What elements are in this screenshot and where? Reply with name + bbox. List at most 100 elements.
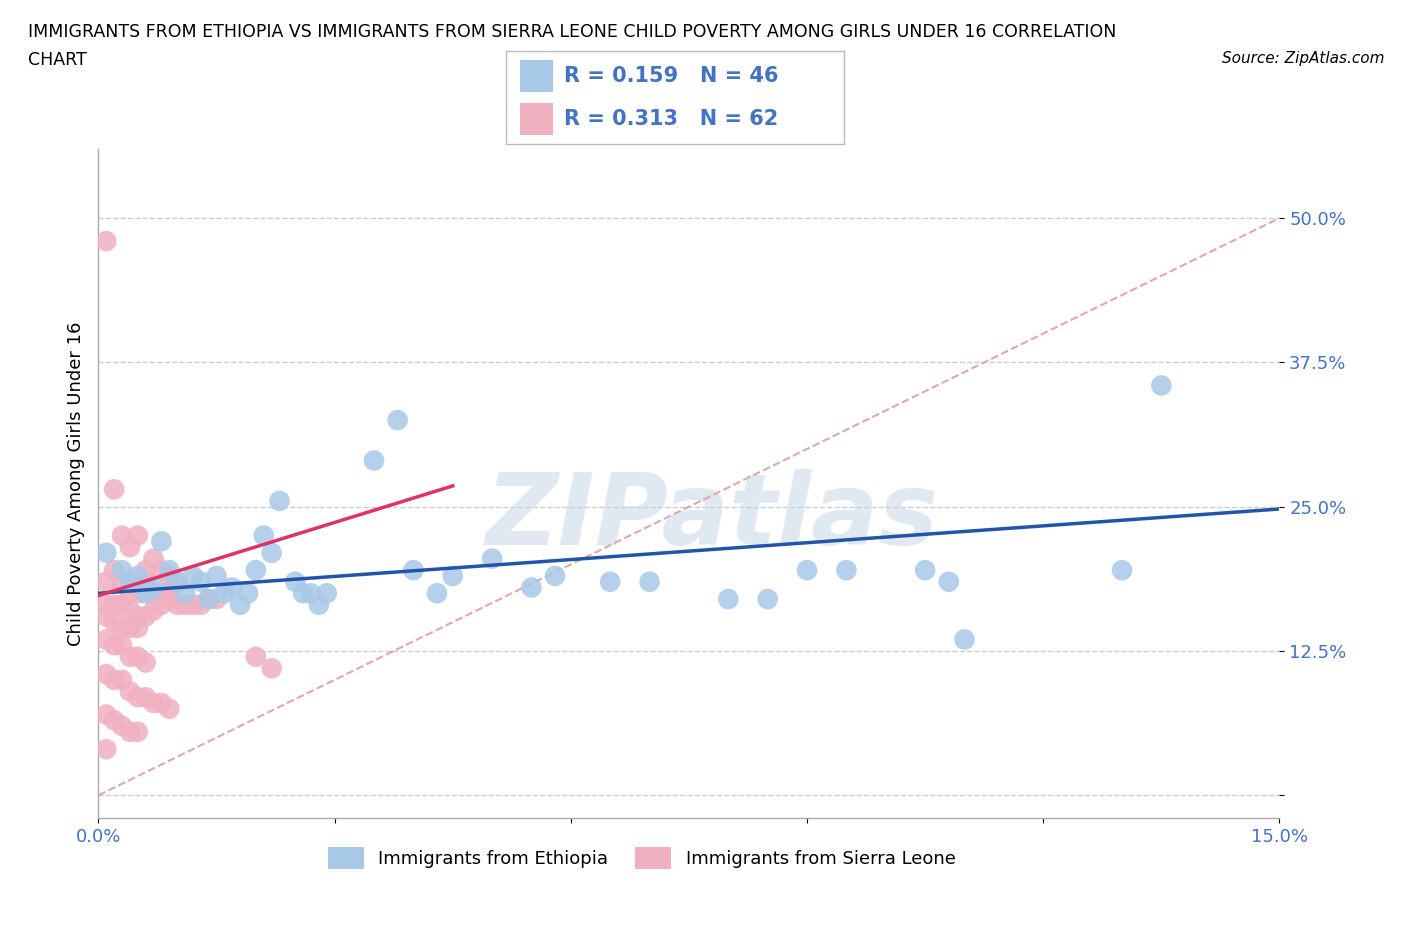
Point (205, 568, 228, 583)
Point (181, 597, 204, 612)
Point (197, 591, 219, 606)
Point (190, 575, 212, 590)
Point (150, 696, 173, 711)
Point (520, 580, 543, 595)
Point (1150, 378, 1173, 392)
Point (253, 528, 276, 543)
Y-axis label: Child Poverty Among Girls Under 16: Child Poverty Among Girls Under 16 (66, 322, 84, 645)
Point (135, 655, 157, 670)
Point (118, 649, 141, 664)
Point (103, 615, 125, 630)
Point (111, 638, 134, 653)
Point (236, 586, 259, 601)
Point (96, 707, 118, 722)
Point (127, 609, 149, 624)
Point (96, 742, 118, 757)
Point (118, 586, 141, 601)
Point (835, 563, 858, 578)
Point (756, 591, 779, 606)
Point (1111, 563, 1133, 578)
Point (96, 233, 118, 248)
Point (142, 696, 165, 711)
Point (387, 413, 409, 428)
Point (157, 701, 180, 716)
Point (190, 597, 212, 612)
Bar (520, 103, 554, 135)
Point (96, 667, 118, 682)
Point (197, 591, 219, 606)
Point (103, 482, 125, 497)
Legend: Immigrants from Ethiopia, Immigrants from Sierra Leone: Immigrants from Ethiopia, Immigrants fro… (321, 840, 963, 876)
Point (135, 563, 157, 578)
Text: CHART: CHART (28, 51, 87, 69)
Point (166, 597, 188, 612)
Point (135, 690, 157, 705)
Point (142, 586, 165, 601)
Point (150, 586, 173, 601)
Point (118, 575, 141, 590)
Point (308, 597, 330, 612)
Point (717, 591, 740, 606)
Point (96, 609, 118, 624)
Point (245, 649, 267, 664)
Point (205, 591, 228, 606)
Point (127, 568, 149, 583)
Point (127, 724, 149, 739)
Point (111, 719, 134, 734)
Point (103, 672, 125, 687)
Point (229, 597, 252, 612)
Point (544, 568, 567, 583)
Point (292, 586, 315, 601)
Point (118, 604, 141, 618)
Point (111, 597, 134, 612)
Point (938, 575, 960, 590)
Point (135, 609, 157, 624)
Point (142, 580, 165, 595)
Point (111, 563, 134, 578)
Point (157, 591, 180, 606)
Point (127, 586, 149, 601)
Point (103, 563, 125, 578)
Point (96, 575, 118, 590)
Point (260, 545, 283, 560)
Point (402, 563, 425, 578)
Point (599, 575, 621, 590)
Point (111, 528, 134, 543)
Point (363, 453, 385, 468)
Point (118, 539, 141, 554)
Point (103, 597, 125, 612)
Point (135, 586, 157, 601)
Point (953, 632, 976, 647)
Point (426, 586, 449, 601)
Point (166, 575, 188, 590)
Point (441, 568, 464, 583)
Point (127, 620, 149, 635)
Point (118, 684, 141, 698)
Point (157, 586, 180, 601)
Point (481, 551, 503, 566)
Point (111, 620, 134, 635)
Point (96, 632, 118, 647)
Point (127, 649, 149, 664)
Point (166, 575, 188, 590)
Point (638, 575, 661, 590)
Point (150, 597, 173, 612)
Point (96, 597, 118, 612)
Point (96, 545, 118, 560)
Point (103, 638, 125, 653)
Point (135, 575, 157, 590)
Bar (520, 60, 554, 92)
Point (127, 690, 149, 705)
Point (174, 586, 197, 601)
Text: IMMIGRANTS FROM ETHIOPIA VS IMMIGRANTS FROM SIERRA LEONE CHILD POVERTY AMONG GIR: IMMIGRANTS FROM ETHIOPIA VS IMMIGRANTS F… (28, 23, 1116, 41)
Point (150, 534, 173, 549)
Point (221, 580, 243, 595)
Point (914, 563, 936, 578)
Point (157, 568, 180, 583)
Point (111, 672, 134, 687)
Point (118, 724, 141, 739)
Point (315, 586, 337, 601)
Point (796, 563, 818, 578)
Point (214, 586, 236, 601)
Point (269, 494, 291, 509)
